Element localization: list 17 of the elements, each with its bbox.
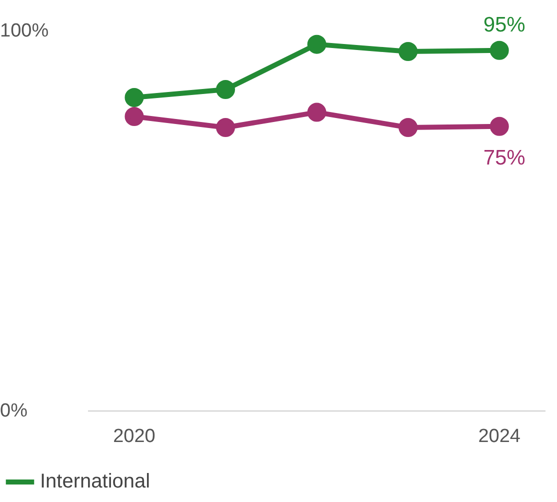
point xyxy=(490,116,509,136)
x-tick-label: 2024 xyxy=(478,426,521,447)
point xyxy=(490,40,509,60)
x-tick-label: 2020 xyxy=(113,426,156,447)
y-tick-label: 100% xyxy=(0,20,49,42)
point xyxy=(398,42,418,62)
point xyxy=(124,106,144,126)
point xyxy=(307,102,326,122)
point xyxy=(216,80,236,100)
data-label: 95% xyxy=(483,14,526,37)
point xyxy=(216,118,236,137)
y-tick-label: 0% xyxy=(0,400,28,422)
point xyxy=(307,34,326,54)
point xyxy=(124,88,144,107)
data-label: 75% xyxy=(483,146,526,170)
legend-label: International xyxy=(40,470,150,493)
point xyxy=(398,118,418,137)
